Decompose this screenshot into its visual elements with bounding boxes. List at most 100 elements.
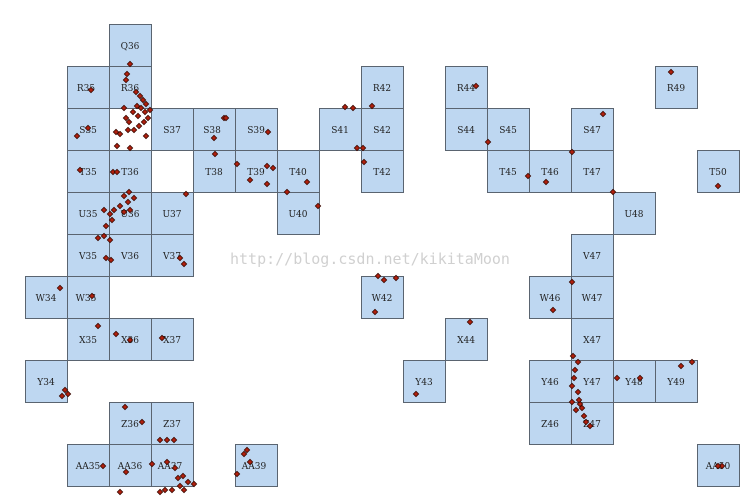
grid-cell-s44 xyxy=(445,108,488,151)
site-point-marker xyxy=(146,106,154,114)
grid-cell-label: W35 xyxy=(76,294,97,304)
site-point-marker xyxy=(599,110,607,118)
site-point-marker xyxy=(106,236,114,244)
grid-cell-label: Y49 xyxy=(666,378,685,388)
site-point-marker xyxy=(570,374,578,382)
site-point-marker xyxy=(222,114,230,122)
grid-cell-z37 xyxy=(151,402,194,445)
site-point-marker xyxy=(180,486,188,494)
site-point-marker xyxy=(466,318,474,326)
site-point-marker xyxy=(133,102,141,110)
site-point-marker xyxy=(174,474,182,482)
grid-cell-label: S42 xyxy=(373,126,391,136)
grid-cell-t42 xyxy=(361,150,404,193)
site-point-marker xyxy=(613,374,621,382)
site-point-marker xyxy=(171,464,179,472)
site-point-marker xyxy=(190,480,198,488)
grid-cell-r44 xyxy=(445,66,488,109)
site-point-marker xyxy=(170,436,178,444)
site-point-marker xyxy=(568,398,576,406)
grid-cell-v36 xyxy=(109,234,152,277)
grid-cell-z36 xyxy=(109,402,152,445)
grid-cell-s45 xyxy=(487,108,530,151)
grid-cell-r49 xyxy=(655,66,698,109)
site-point-marker xyxy=(571,366,579,374)
site-point-marker xyxy=(84,124,92,132)
grid-cell-label: AA39 xyxy=(241,462,267,472)
grid-cell-label: T35 xyxy=(79,168,97,178)
grid-cell-label: R42 xyxy=(373,84,391,94)
site-point-marker xyxy=(636,374,644,382)
site-point-marker xyxy=(380,276,388,284)
grid-cell-label: V37 xyxy=(162,252,181,262)
site-point-marker xyxy=(124,198,132,206)
site-point-marker xyxy=(130,126,138,134)
site-point-marker xyxy=(211,150,219,158)
site-point-marker xyxy=(122,114,130,122)
grid-cell-label: T40 xyxy=(289,168,307,178)
site-point-marker xyxy=(112,330,120,338)
site-point-marker xyxy=(99,462,107,470)
grid-cell-label: U37 xyxy=(162,210,181,220)
grid-cell-label: Q36 xyxy=(121,42,140,52)
site-point-marker xyxy=(163,436,171,444)
site-point-marker xyxy=(392,274,400,282)
grid-cell-v37 xyxy=(151,234,194,277)
site-point-marker xyxy=(126,336,134,344)
site-point-marker xyxy=(100,206,108,214)
site-point-marker xyxy=(134,112,142,120)
grid-cell-label: W34 xyxy=(36,294,57,304)
grid-cell-w42 xyxy=(361,276,404,319)
site-point-marker xyxy=(87,86,95,94)
site-point-marker xyxy=(102,254,110,262)
site-point-marker xyxy=(129,108,137,116)
site-point-marker xyxy=(107,256,115,264)
grid-cell-label: AA36 xyxy=(117,462,143,472)
site-point-marker xyxy=(233,470,241,478)
site-point-marker xyxy=(113,168,121,176)
site-point-marker xyxy=(141,108,149,116)
site-point-marker xyxy=(714,462,722,470)
grid-cell-w34 xyxy=(25,276,68,319)
grid-cell-y43 xyxy=(403,360,446,403)
site-point-marker xyxy=(156,488,164,496)
site-point-marker xyxy=(524,172,532,180)
grid-cell-label: Y48 xyxy=(624,378,643,388)
grid-cell-label: X35 xyxy=(79,336,97,346)
site-point-marker xyxy=(246,176,254,184)
grid-cell-x35 xyxy=(67,318,110,361)
grid-cell-label: S38 xyxy=(203,126,221,136)
site-point-marker xyxy=(568,148,576,156)
site-point-marker xyxy=(156,436,164,444)
grid-cell-t38 xyxy=(193,150,236,193)
grid-cell-u36 xyxy=(109,192,152,235)
grid-cell-t40 xyxy=(277,150,320,193)
site-point-marker xyxy=(667,68,675,76)
grid-cell-label: Y47 xyxy=(582,378,601,388)
grid-cell-label: AA37 xyxy=(157,462,183,472)
grid-cell-t39 xyxy=(235,150,278,193)
site-point-marker xyxy=(569,352,577,360)
site-point-marker xyxy=(58,392,66,400)
site-point-marker xyxy=(243,446,251,454)
grid-cell-s47 xyxy=(571,108,614,151)
grid-cell-label: X44 xyxy=(457,336,475,346)
site-point-marker xyxy=(179,472,187,480)
grid-cell-label: Y34 xyxy=(36,378,55,388)
site-point-marker xyxy=(56,284,64,292)
site-point-marker xyxy=(586,422,594,430)
grid-cell-label: S47 xyxy=(583,126,601,136)
grid-cell-w47 xyxy=(571,276,614,319)
grid-cell-label: Z37 xyxy=(163,420,181,430)
site-point-marker xyxy=(132,88,140,96)
grid-cell-u48 xyxy=(613,192,656,235)
site-point-marker xyxy=(94,322,102,330)
site-point-marker xyxy=(116,488,124,496)
grid-cell-label: Y43 xyxy=(414,378,433,388)
grid-cell-label: U35 xyxy=(78,210,97,220)
grid-cell-s42 xyxy=(361,108,404,151)
site-point-marker xyxy=(73,132,81,140)
site-point-marker xyxy=(168,486,176,494)
grid-cell-label: R49 xyxy=(667,84,686,94)
site-point-marker xyxy=(106,210,114,218)
